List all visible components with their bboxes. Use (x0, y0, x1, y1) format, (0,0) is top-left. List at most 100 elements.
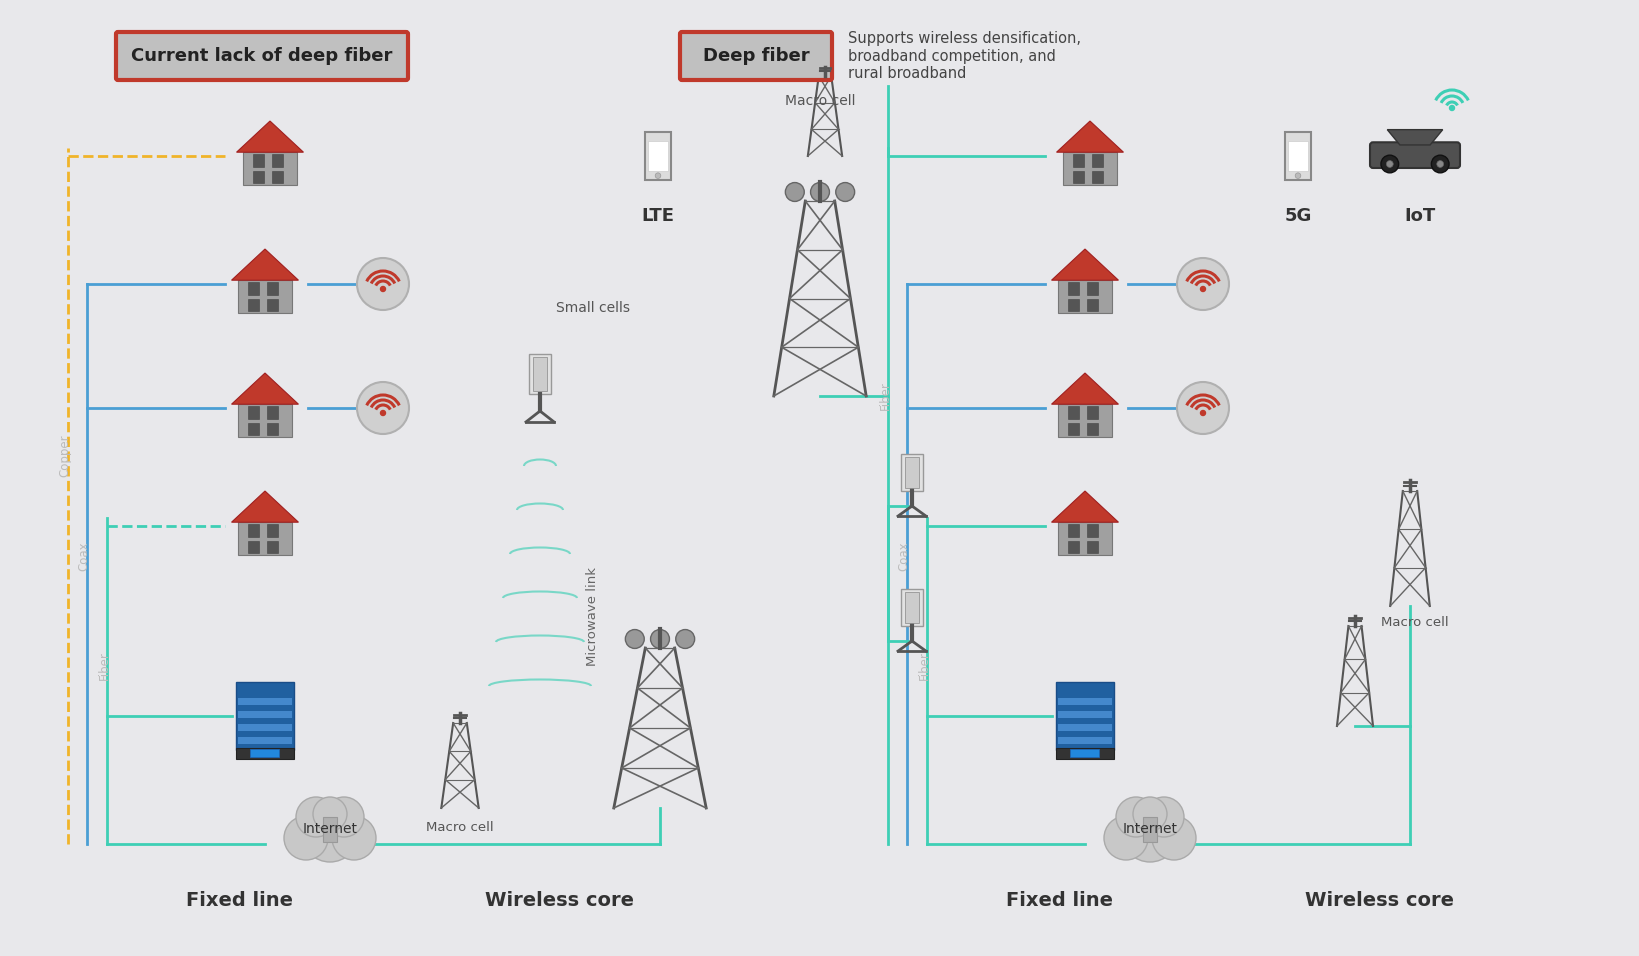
Bar (236, 682, 293, 750)
Polygon shape (231, 373, 298, 404)
Circle shape (1436, 161, 1442, 167)
Text: Fiber: Fiber (916, 652, 929, 681)
Bar (1285, 132, 1310, 180)
Bar (1087, 524, 1098, 536)
Bar (1092, 154, 1103, 166)
Bar (1087, 541, 1098, 554)
Circle shape (1144, 797, 1183, 837)
Circle shape (1295, 173, 1300, 179)
Circle shape (1133, 797, 1167, 831)
Text: LTE: LTE (641, 207, 674, 225)
Circle shape (380, 410, 385, 416)
Bar (247, 424, 259, 435)
Bar (905, 457, 918, 488)
Text: Coax: Coax (897, 541, 910, 571)
Circle shape (1385, 161, 1393, 167)
Circle shape (1431, 155, 1449, 173)
Circle shape (1177, 382, 1228, 434)
Circle shape (1121, 806, 1177, 862)
Circle shape (284, 816, 328, 860)
Bar (267, 524, 279, 536)
Text: 5G: 5G (1283, 207, 1311, 225)
Polygon shape (1062, 152, 1116, 185)
Bar (323, 817, 336, 842)
Polygon shape (1051, 373, 1118, 404)
Text: Macro cell: Macro cell (785, 94, 854, 108)
Polygon shape (231, 491, 298, 522)
Bar (1067, 405, 1078, 419)
Text: Internet: Internet (302, 822, 357, 836)
Bar (1057, 737, 1111, 744)
Circle shape (1115, 797, 1155, 837)
Text: IoT: IoT (1403, 207, 1434, 225)
Bar (267, 541, 279, 554)
Bar (238, 711, 292, 718)
Bar (272, 154, 284, 166)
Circle shape (656, 173, 661, 179)
Bar (900, 589, 923, 626)
Circle shape (1200, 410, 1205, 416)
Text: Supports wireless densification,
broadband competition, and
rural broadband: Supports wireless densification, broadba… (847, 32, 1080, 81)
Bar (1067, 424, 1078, 435)
Bar (267, 424, 279, 435)
Bar (647, 141, 667, 171)
Bar (272, 171, 284, 184)
Polygon shape (1057, 404, 1111, 437)
Circle shape (810, 183, 829, 202)
Polygon shape (231, 250, 298, 280)
Polygon shape (1051, 250, 1118, 280)
Circle shape (331, 816, 375, 860)
Bar (238, 698, 292, 705)
Bar (1287, 141, 1308, 171)
Text: Small cells: Small cells (556, 301, 629, 315)
Bar (267, 282, 279, 294)
Bar (644, 132, 670, 180)
Circle shape (302, 806, 357, 862)
Bar (247, 405, 259, 419)
Polygon shape (238, 280, 292, 313)
Bar (252, 171, 264, 184)
Circle shape (357, 258, 408, 310)
Circle shape (624, 630, 644, 648)
Bar (1072, 154, 1083, 166)
Bar (252, 154, 264, 166)
Circle shape (1380, 155, 1398, 173)
Bar (267, 299, 279, 312)
Bar (1087, 405, 1098, 419)
Bar (238, 724, 292, 731)
Text: Macro cell: Macro cell (426, 821, 493, 834)
Bar (1070, 749, 1098, 757)
Polygon shape (243, 152, 297, 185)
Circle shape (651, 630, 669, 648)
Bar (1056, 748, 1113, 759)
Bar (247, 299, 259, 312)
Circle shape (380, 287, 385, 292)
Text: Deep fiber: Deep fiber (701, 47, 808, 65)
Circle shape (357, 382, 408, 434)
Circle shape (785, 183, 803, 202)
Polygon shape (1057, 280, 1111, 313)
Circle shape (836, 183, 854, 202)
Text: Fixed line: Fixed line (1006, 892, 1113, 910)
Bar (1087, 424, 1098, 435)
Bar (1056, 682, 1113, 750)
Text: Wireless core: Wireless core (1305, 892, 1454, 910)
Polygon shape (236, 121, 303, 152)
Bar (905, 592, 918, 623)
Bar (247, 524, 259, 536)
Circle shape (675, 630, 695, 648)
Bar (1067, 524, 1078, 536)
Bar (267, 405, 279, 419)
Bar (247, 282, 259, 294)
FancyBboxPatch shape (116, 32, 408, 80)
Bar (1057, 724, 1111, 731)
Bar (1057, 698, 1111, 705)
Polygon shape (1056, 121, 1123, 152)
Bar (236, 748, 293, 759)
Circle shape (1103, 816, 1147, 860)
Bar (529, 354, 551, 394)
Text: Current lack of deep fiber: Current lack of deep fiber (131, 47, 392, 65)
Text: Copper: Copper (59, 435, 72, 477)
Polygon shape (1057, 522, 1111, 554)
Polygon shape (238, 522, 292, 554)
